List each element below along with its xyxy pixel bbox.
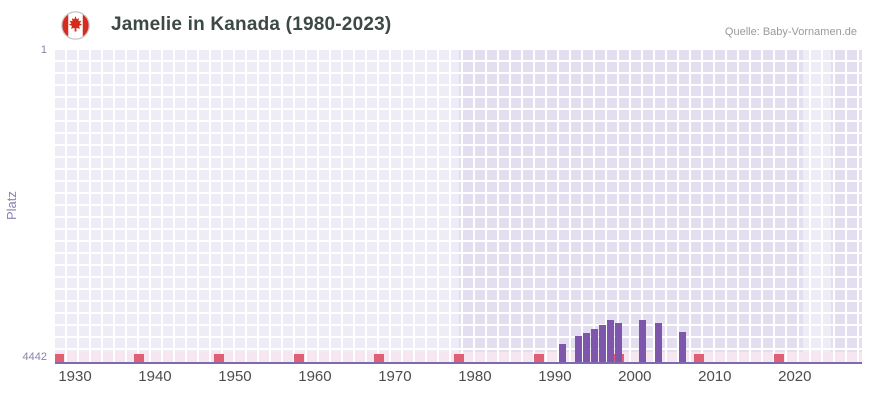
x-tick-1930: 1930 — [58, 368, 92, 385]
x-tick-1960: 1960 — [298, 368, 332, 385]
bar-1991[interactable] — [559, 343, 567, 362]
decade-marker-1958 — [293, 354, 304, 362]
y-tick-max: 1 — [40, 44, 47, 56]
bar-1998[interactable] — [615, 323, 623, 362]
bar-2001[interactable] — [639, 320, 647, 362]
decade-marker-1988 — [533, 354, 544, 362]
bar-2003[interactable] — [655, 322, 663, 362]
decade-marker-1948 — [213, 354, 224, 362]
decade-marker-1968 — [373, 354, 384, 362]
decade-marker-1978 — [453, 354, 464, 362]
decade-marker-1938 — [133, 354, 144, 362]
x-tick-2020: 2020 — [778, 368, 812, 385]
decade-marker-2008 — [693, 354, 704, 362]
bar-1994[interactable] — [583, 333, 591, 362]
maple-leaf-icon — [68, 16, 83, 32]
plot-area — [55, 50, 862, 364]
bar-1996[interactable] — [599, 324, 607, 362]
x-tick-2010: 2010 — [698, 368, 732, 385]
canada-flag-icon — [61, 11, 90, 40]
x-tick-1990: 1990 — [538, 368, 572, 385]
y-axis-title: Platz — [4, 191, 19, 221]
bar-1997[interactable] — [607, 320, 615, 362]
decade-marker-1928 — [55, 354, 64, 362]
x-tick-1950: 1950 — [218, 368, 252, 385]
x-tick-1970: 1970 — [378, 368, 412, 385]
light-band — [802, 50, 831, 362]
x-tick-2000: 2000 — [618, 368, 652, 385]
x-tick-1980: 1980 — [458, 368, 492, 385]
bar-1993[interactable] — [575, 335, 583, 362]
x-axis: 1930 1940 1950 1960 1970 1980 1990 2000 2010 2020 — [55, 368, 862, 390]
y-tick-min: 4442 — [22, 351, 47, 363]
x-tick-1940: 1940 — [138, 368, 172, 385]
light-band — [55, 50, 459, 362]
bar-1995[interactable] — [591, 328, 599, 362]
chart-title: Jamelie in Kanada (1980-2023) — [111, 14, 392, 35]
decade-marker-2018 — [773, 354, 784, 362]
bar-2006[interactable] — [679, 332, 687, 362]
source-credit: Quelle: Baby-Vornamen.de — [724, 26, 857, 38]
